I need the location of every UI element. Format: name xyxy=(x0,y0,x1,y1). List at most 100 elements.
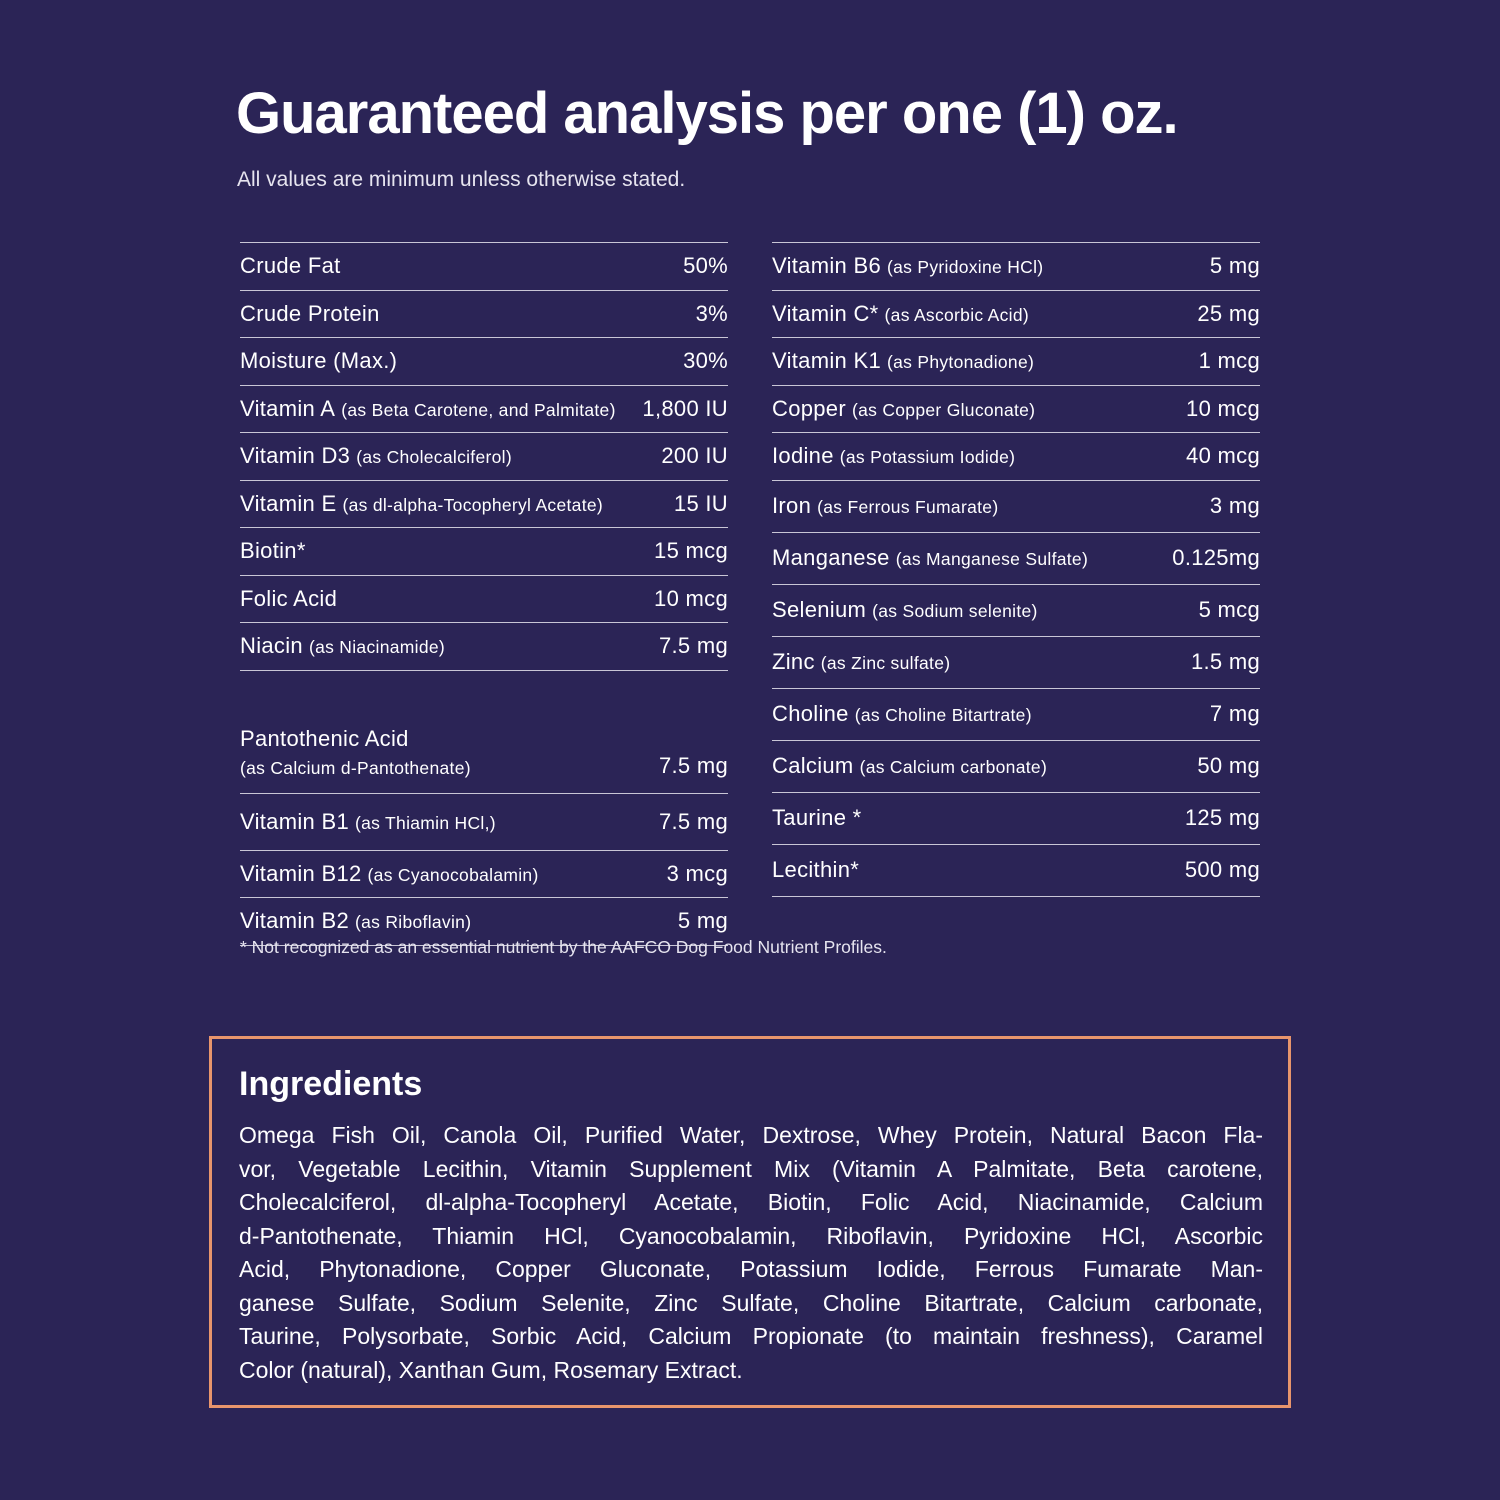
nutrient-name: Vitamin K1 xyxy=(772,348,881,374)
row-label: Iodine (as Potassium Iodide) xyxy=(772,443,1015,469)
nutrient-value: 10 mcg xyxy=(654,585,728,611)
nutrient-name: Iron xyxy=(772,493,812,518)
row-label: Vitamin B6 (as Pyridoxine HCl) xyxy=(772,253,1043,279)
nutrient-note: (as dl-alpha-Tocopheryl Acetate) xyxy=(342,494,604,515)
nutrient-name: Pantothenic Acid xyxy=(240,726,409,751)
table-row: Crude Protein 3% xyxy=(240,291,728,338)
row-label: Zinc (as Zinc sulfate) xyxy=(772,649,950,675)
nutrient-name: Moisture (Max.) xyxy=(240,348,398,374)
nutrient-name: Vitamin E xyxy=(240,490,337,516)
nutrient-note: (as Zinc sulfate) xyxy=(820,653,951,673)
title: Guaranteed analysis per one (1) oz. xyxy=(236,81,1179,146)
table-row: Niacin (as Niacinamide) 7.5 mg xyxy=(240,623,728,671)
nutrient-value: 1,800 IU xyxy=(642,395,728,421)
nutrient-note: (as Thiamin HCl,) xyxy=(354,812,496,833)
table-row: Pantothenic Acid (as Calcium d-Pantothena… xyxy=(240,671,728,794)
nutrient-name: Vitamin B1 xyxy=(240,808,349,834)
table-row: Copper (as Copper Gluconate) 10 mcg xyxy=(772,386,1260,433)
subtitle: All values are minimum unless otherwise … xyxy=(237,168,686,191)
table-row: Moisture (Max.) 30% xyxy=(240,338,728,386)
ingredients-box: Ingredients Omega Fish Oil, Canola Oil, … xyxy=(209,1036,1291,1408)
nutrient-value: 7 mg xyxy=(1209,701,1260,726)
table-row: Vitamin B1 (as Thiamin HCl,) 7.5 mg xyxy=(240,794,728,851)
row-label: Vitamin B2 (as Riboflavin) xyxy=(240,908,471,934)
table-left: Crude Fat 50% Crude Protein 3% Moisture (Max… xyxy=(240,242,728,946)
table-row: Vitamin K1 (as Phytonadione) 1 mcg xyxy=(772,338,1260,386)
ingredients-line: Acid, Phytonadione, Copper Gluconate, Po… xyxy=(239,1256,1263,1282)
nutrient-name: Manganese xyxy=(772,545,890,570)
nutrient-value: 500 mg xyxy=(1184,857,1260,882)
nutrient-name: Crude Fat xyxy=(240,253,341,279)
nutrient-name: Selenium xyxy=(772,597,867,622)
table-row: Vitamin A (as Beta Carotene, and Palmitat… xyxy=(240,386,728,433)
nutrient-name: Iodine xyxy=(772,443,834,469)
nutrient-value: 3 mg xyxy=(1209,493,1260,518)
table-row: Zinc (as Zinc sulfate) 1.5 mg xyxy=(772,637,1260,689)
row-label: Choline (as Choline Bitartrate) xyxy=(772,701,1032,727)
row-label: Manganese (as Manganese Sulfate) xyxy=(772,545,1088,571)
nutrient-name: Copper xyxy=(772,395,846,421)
nutrient-name: Taurine * xyxy=(772,805,862,830)
table-row: Iron (as Ferrous Fumarate) 3 mg xyxy=(772,481,1260,533)
row-label: Moisture (Max.) xyxy=(240,348,397,374)
footnote: * Not recognized as an essential nutrien… xyxy=(240,937,887,957)
nutrient-name: Calcium xyxy=(772,753,854,778)
table-row: Vitamin E (as dl-alpha-Tocopheryl Acetate… xyxy=(240,481,728,528)
nutrient-name: Choline xyxy=(772,701,849,726)
nutrient-value: 25 mg xyxy=(1197,300,1260,326)
nutrient-value: 40 mcg xyxy=(1186,443,1260,469)
nutrient-name: Lecithin* xyxy=(772,857,860,882)
table-row: Vitamin B2 (as Riboflavin) 5 mg xyxy=(240,898,728,946)
ingredients-line: ganese Sulfate, Sodium Selenite, Zinc Su… xyxy=(239,1289,1263,1316)
nutrient-name: Folic Acid xyxy=(240,585,338,611)
table-row: Vitamin C* (as Ascorbic Acid) 25 mg xyxy=(772,291,1260,338)
table-row: Choline (as Choline Bitartrate) 7 mg xyxy=(772,689,1260,741)
nutrient-value: 125 mg xyxy=(1184,805,1260,830)
table-row: Calcium (as Calcium carbonate) 50 mg xyxy=(772,741,1260,793)
nutrient-note: (as Calcium carbonate) xyxy=(859,757,1048,777)
row-label: Iron (as Ferrous Fumarate) xyxy=(772,493,998,519)
row-label: Vitamin B12 (as Cyanocobalamin) xyxy=(240,861,539,887)
table-right: Vitamin B6 (as Pyridoxine HCl) 5 mg Vitamin… xyxy=(772,242,1260,897)
row-label: Selenium (as Sodium selenite) xyxy=(772,597,1038,623)
nutrient-note: (as Phytonadione) xyxy=(886,352,1035,373)
row-label: Copper (as Copper Gluconate) xyxy=(772,396,1035,422)
row-label: Vitamin E (as dl-alpha-Tocopheryl Acetate… xyxy=(240,491,603,517)
nutrient-value: 15 IU xyxy=(673,490,728,516)
table-row: Folic Acid 10 mcg xyxy=(240,576,728,623)
table-row: Manganese (as Manganese Sulfate) 0.125mg xyxy=(772,533,1260,585)
row-label: Folic Acid xyxy=(240,586,337,612)
row-label: Crude Protein xyxy=(240,301,380,327)
table-row: Vitamin B6 (as Pyridoxine HCl) 5 mg xyxy=(772,243,1260,291)
nutrient-note: (as Ascorbic Acid) xyxy=(884,304,1030,325)
row-label: Biotin* xyxy=(240,538,306,564)
nutrient-note: (as Copper Gluconate) xyxy=(851,399,1036,420)
nutrient-value: 5 mg xyxy=(1209,253,1260,279)
row-label: Calcium (as Calcium carbonate) xyxy=(772,753,1047,779)
nutrient-value: 15 mcg xyxy=(654,538,728,564)
row-label: Pantothenic Acid (as Calcium d-Pantothena… xyxy=(240,726,471,793)
ingredients-line: Color (natural), Xanthan Gum, Rosemary E… xyxy=(239,1356,743,1383)
nutrient-note: (as Cyanocobalamin) xyxy=(367,864,539,885)
row-label: Vitamin A (as Beta Carotene, and Palmitat… xyxy=(240,396,616,422)
nutrient-value: 200 IU xyxy=(661,443,728,469)
nutrient-name: Vitamin C* xyxy=(772,300,879,326)
row-label: Niacin (as Niacinamide) xyxy=(240,633,445,659)
nutrient-name: Vitamin D3 xyxy=(240,443,351,469)
nutrient-value: 0.125mg xyxy=(1172,545,1260,570)
ingredients-line: Omega Fish Oil, Canola Oil, Purified Wat… xyxy=(239,1122,1263,1148)
nutrient-name: Vitamin B2 xyxy=(240,908,349,934)
nutrient-value: 50% xyxy=(683,253,728,279)
nutrient-value: 1 mcg xyxy=(1198,348,1260,374)
row-label: Lecithin* xyxy=(772,857,859,883)
nutrient-note: (as Ferrous Fumarate) xyxy=(817,497,999,517)
nutrient-note: (as Potassium Iodide) xyxy=(839,447,1016,468)
ingredients-line: d-Pantothenate, Thiamin HCl, Cyanocobala… xyxy=(239,1222,1263,1249)
nutrient-note: (as Manganese Sulfate) xyxy=(895,549,1089,569)
table-row: Iodine (as Potassium Iodide) 40 mcg xyxy=(772,433,1260,481)
ingredients-line: Taurine, Polysorbate, Sorbic Acid, Calci… xyxy=(239,1323,1263,1349)
nutrient-name: Biotin* xyxy=(240,538,306,564)
nutrient-value: 3% xyxy=(695,300,728,326)
nutrient-value: 7.5 mg xyxy=(658,808,728,834)
